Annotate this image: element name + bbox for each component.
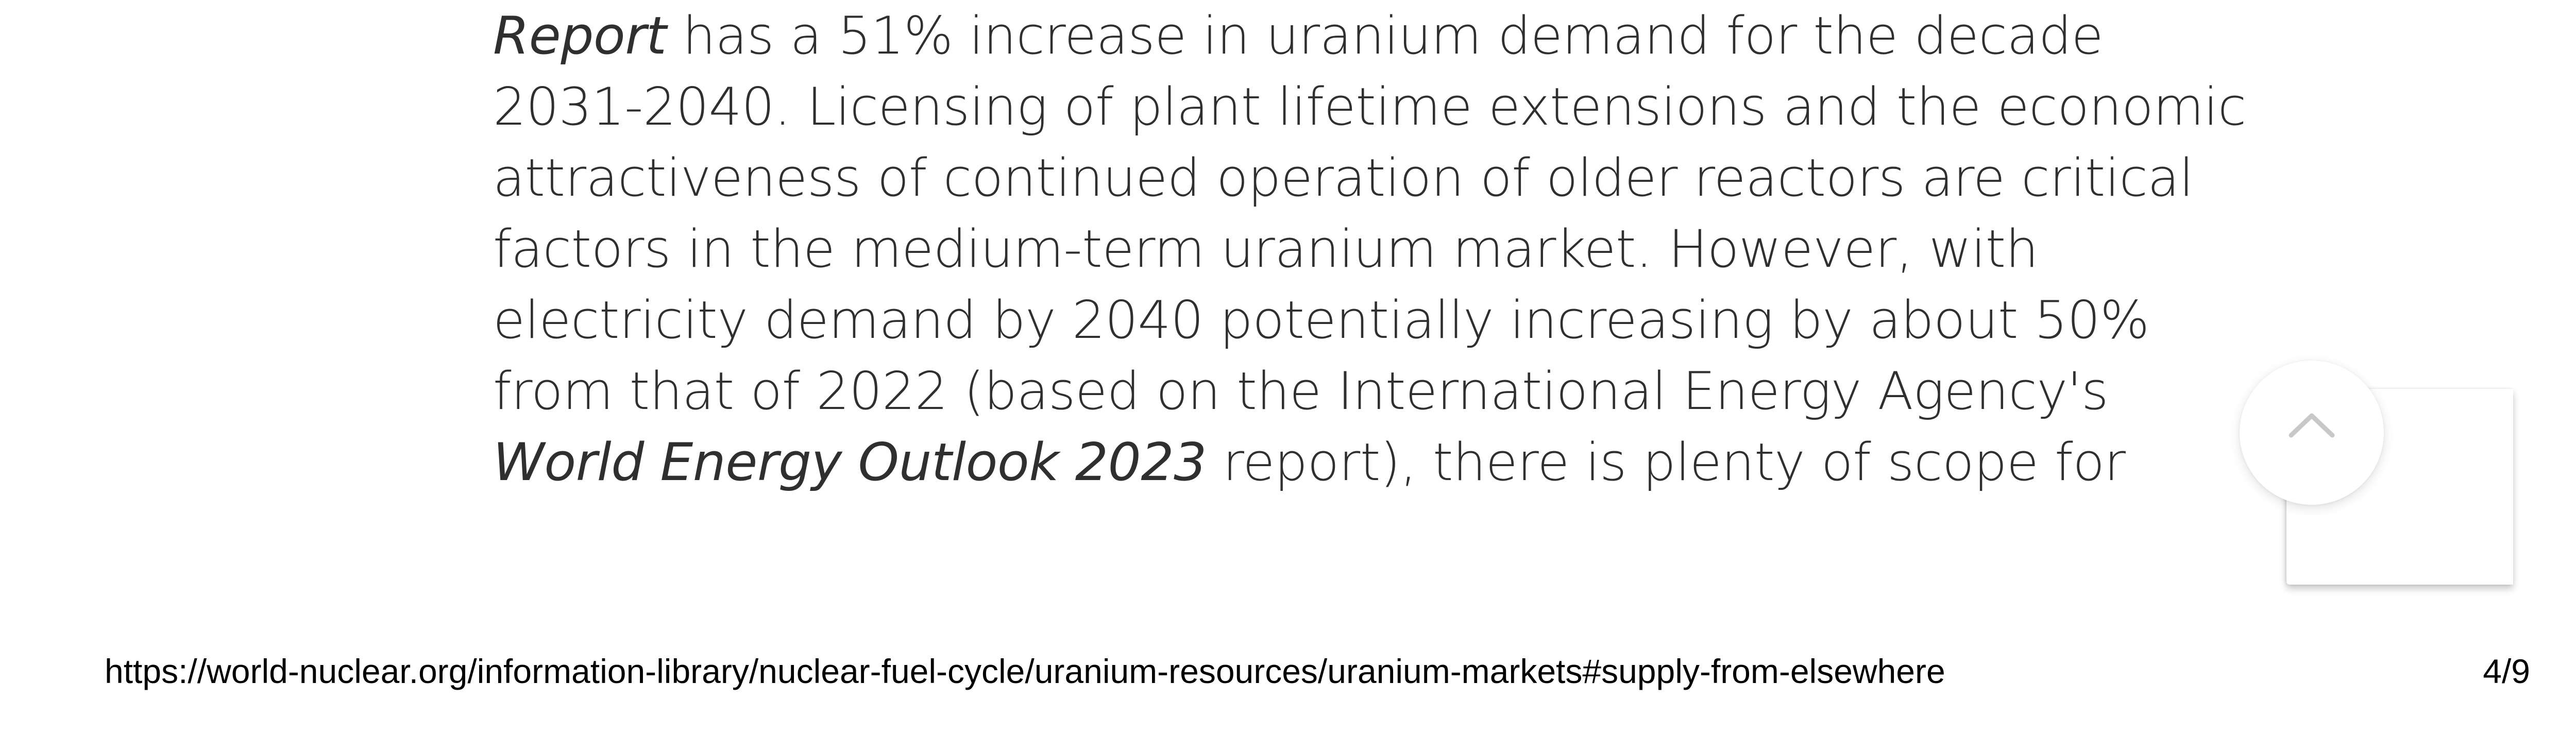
paragraph-line: 2031-2040. Licensing of plant lifetime e… xyxy=(493,76,2246,137)
article-body: Report has a 51% increase in uranium dem… xyxy=(493,0,2255,498)
line-text: report), there is plenty of scope for xyxy=(1206,432,2126,492)
line-text: has a 51% increase in uranium demand for… xyxy=(666,5,2104,66)
page-url: https://world-nuclear.org/information-li… xyxy=(105,652,1945,690)
paragraph-line: Report has a 51% increase in uranium dem… xyxy=(493,0,2255,71)
page-number: 4/9 xyxy=(2483,652,2530,690)
report-title-italic: Report xyxy=(493,5,667,66)
paragraph-line: electricity demand by 2040 potentially i… xyxy=(493,289,2149,350)
report-title-italic: World Energy Outlook 2023 xyxy=(493,432,1207,492)
scroll-to-top-button[interactable] xyxy=(2240,361,2384,505)
chevron-up-icon xyxy=(2289,413,2335,438)
paragraph-line: World Energy Outlook 2023 report), there… xyxy=(493,426,2255,498)
paragraph-line: attractiveness of continued operation of… xyxy=(493,147,2194,208)
paragraph-line: from that of 2022 (based on the Internat… xyxy=(493,361,2109,421)
print-footer: https://world-nuclear.org/information-li… xyxy=(0,652,2576,693)
paragraph-line: factors in the medium-term uranium marke… xyxy=(493,218,2039,279)
